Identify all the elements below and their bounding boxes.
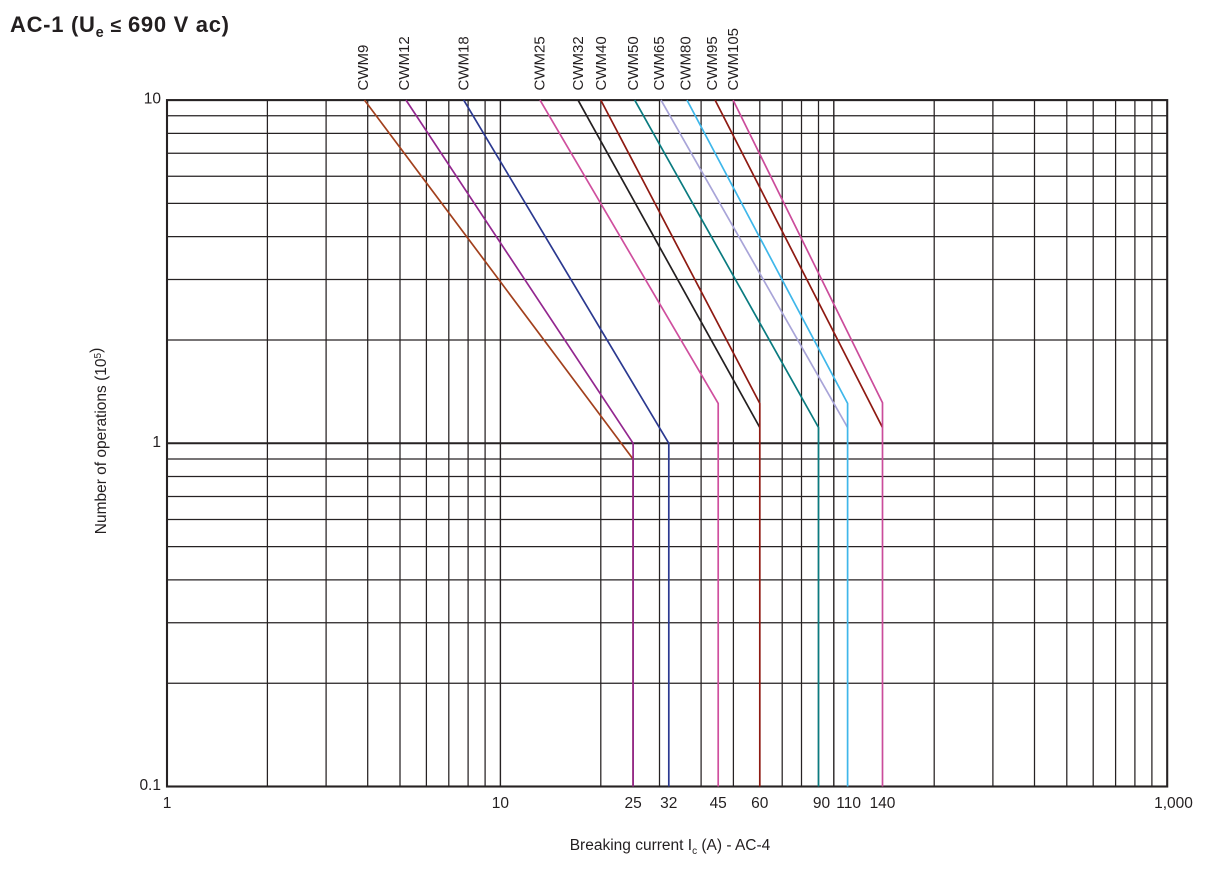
svg-text:AC-1 (Ue ≤ 690 V ac): AC-1 (Ue ≤ 690 V ac) bbox=[10, 12, 230, 41]
svg-text:CWM25: CWM25 bbox=[531, 36, 548, 90]
svg-text:CWM12: CWM12 bbox=[396, 36, 413, 90]
svg-text:32: 32 bbox=[660, 795, 677, 812]
svg-text:10: 10 bbox=[144, 91, 162, 108]
svg-text:1: 1 bbox=[163, 795, 172, 812]
svg-text:CWM40: CWM40 bbox=[593, 36, 610, 90]
svg-text:10: 10 bbox=[492, 795, 510, 812]
svg-text:CWM32: CWM32 bbox=[570, 36, 587, 90]
svg-text:1: 1 bbox=[152, 434, 161, 451]
svg-text:25: 25 bbox=[624, 795, 641, 812]
svg-text:CWM50: CWM50 bbox=[625, 36, 642, 90]
svg-text:0.1: 0.1 bbox=[139, 777, 161, 794]
svg-text:CWM105: CWM105 bbox=[725, 28, 742, 91]
svg-text:CWM95: CWM95 bbox=[704, 36, 721, 90]
svg-text:60: 60 bbox=[751, 795, 769, 812]
svg-text:90: 90 bbox=[813, 795, 831, 812]
svg-text:CWM65: CWM65 bbox=[651, 36, 668, 90]
svg-text:140: 140 bbox=[870, 795, 896, 812]
svg-text:CWM9: CWM9 bbox=[355, 45, 372, 91]
svg-text:CWM18: CWM18 bbox=[455, 36, 472, 90]
svg-text:CWM80: CWM80 bbox=[678, 36, 695, 90]
svg-text:Breaking current Ic (A) - AC-4: Breaking current Ic (A) - AC-4 bbox=[570, 837, 771, 857]
svg-text:45: 45 bbox=[710, 795, 727, 812]
svg-text:1,000: 1,000 bbox=[1154, 795, 1193, 812]
svg-text:110: 110 bbox=[836, 795, 861, 812]
svg-text:Number of operations (105): Number of operations (105) bbox=[88, 348, 110, 535]
